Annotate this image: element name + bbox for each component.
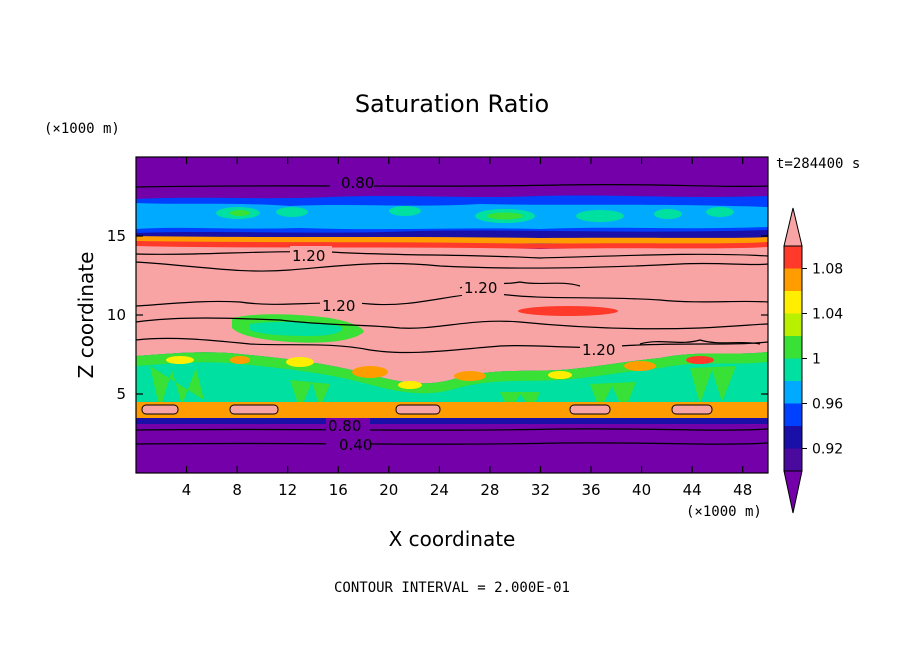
contour-label-mid-left: 1.20 <box>322 297 355 315</box>
x-tick-label: 28 <box>480 481 499 499</box>
colorbar-under-arrow <box>783 470 803 514</box>
colorbar-bin <box>784 403 802 426</box>
y-tick-label: 10 <box>107 306 126 324</box>
subsaturated-base <box>136 418 768 473</box>
contour-labels: 0.80 1.20 1.20 1.20 1.20 0.80 0.40 <box>290 174 622 454</box>
x-tick-label: 44 <box>683 481 702 499</box>
elevated-red-streak <box>518 306 618 316</box>
x-tick-label: 12 <box>278 481 297 499</box>
base-strip <box>136 402 768 420</box>
x-tick-label: 48 <box>733 481 752 499</box>
colorbar-label: 0.92 <box>812 442 843 458</box>
colorbar-over-arrow <box>783 207 803 247</box>
x-axis-label: X coordinate <box>389 527 516 551</box>
x-tick-label: 20 <box>379 481 398 499</box>
colorbar-bin <box>784 381 802 404</box>
x-tick-label: 36 <box>581 481 600 499</box>
contour-interval-footer: CONTOUR INTERVAL = 2.000E-01 <box>334 580 570 596</box>
colorbar-bin <box>784 358 802 381</box>
elevated-cloud-core <box>250 321 342 336</box>
base-dark-strip <box>136 418 768 424</box>
colorbar-bin <box>784 268 802 291</box>
colorbar: 0.92 0.96 1 1.04 1.08 <box>783 207 843 514</box>
x-tick-label: 40 <box>632 481 651 499</box>
colorbar-bin <box>784 448 802 471</box>
lower-layer-warm-patches <box>166 356 714 389</box>
x-tick-label: 8 <box>232 481 242 499</box>
x-tick-label: 24 <box>430 481 449 499</box>
y-tick-label: 15 <box>107 227 126 245</box>
colorbar-bin <box>784 291 802 314</box>
time-label: t=284400 s <box>776 156 860 172</box>
x-tick-label: 16 <box>329 481 348 499</box>
y-tick-label: 5 <box>116 385 126 403</box>
contour-label-base: 0.80 <box>328 417 361 435</box>
y-axis-ticks: 5 10 15 <box>107 227 768 403</box>
x-axis-ticks: 4 8 12 16 20 24 28 32 36 40 44 48 <box>182 157 752 499</box>
colorbar-label: 0.96 <box>812 397 843 413</box>
colorbar-label: 1.08 <box>812 262 843 278</box>
contour-label-bottom: 0.40 <box>339 436 372 454</box>
contour-label-upper-pink: 1.20 <box>292 247 325 265</box>
colorbar-bin <box>784 313 802 336</box>
y-unit-label: (×1000 m) <box>44 121 120 137</box>
x-tick-label: 32 <box>531 481 550 499</box>
x-unit-label: (×1000 m) <box>686 504 762 520</box>
colorbar-label: 1.04 <box>812 307 843 323</box>
contour-lines <box>136 183 768 445</box>
saturation-field: 0.80 1.20 1.20 1.20 1.20 0.80 0.40 <box>136 157 768 473</box>
colorbar-bin <box>784 246 802 269</box>
contour-label-mid-right: 1.20 <box>582 341 615 359</box>
contour-label-top: 0.80 <box>341 174 374 192</box>
colorbar-label: 1 <box>812 352 821 368</box>
upper-band-green-cells <box>216 206 734 223</box>
x-tick-label: 4 <box>182 481 192 499</box>
chart-title: Saturation Ratio <box>355 90 549 118</box>
y-axis-label: Z coordinate <box>74 252 98 379</box>
colorbar-bin <box>784 426 802 449</box>
base-pockets <box>141 404 713 415</box>
contour-label-mid-center: 1.20 <box>464 279 497 297</box>
colorbar-bin <box>784 336 802 359</box>
